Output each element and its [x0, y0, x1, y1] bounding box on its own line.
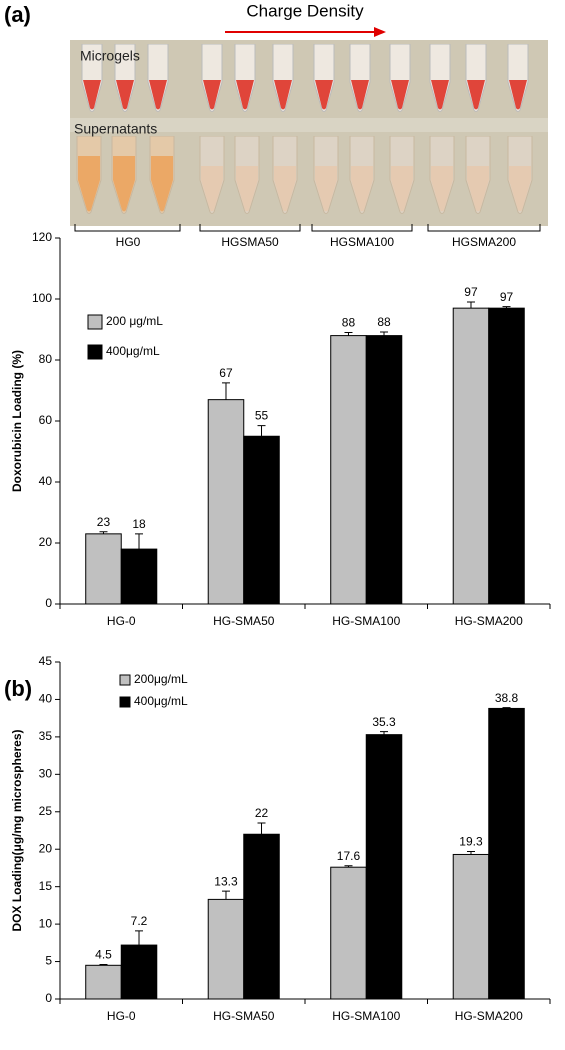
x-tick-label: HG-SMA50 [213, 614, 275, 628]
legend-swatch [87, 344, 103, 360]
bar [243, 435, 280, 605]
arrow-label: Charge Density [246, 1, 364, 20]
error-bar [344, 865, 353, 868]
y-tick-label: 20 [39, 841, 53, 855]
value-label: 18 [132, 517, 146, 531]
value-label: 4.5 [95, 948, 112, 962]
y-tick-label: 30 [39, 767, 53, 781]
x-tick-label: HG-SMA100 [332, 614, 400, 628]
error-bar [257, 822, 266, 835]
error-bar [380, 331, 389, 336]
value-label: 97 [464, 285, 478, 299]
error-bar [344, 332, 353, 336]
y-tick-label: 20 [39, 535, 53, 549]
y-tick-label: 60 [39, 413, 53, 427]
value-label: 55 [255, 409, 269, 423]
bar [452, 853, 490, 1000]
y-tick-label: 10 [39, 916, 53, 930]
bar [330, 335, 367, 605]
value-label: 88 [377, 315, 391, 329]
value-label: 97 [500, 290, 514, 304]
bar [488, 307, 525, 605]
y-tick-label: 40 [39, 692, 53, 706]
value-label: 88 [342, 316, 356, 330]
legend-label: 200μg/mL [134, 672, 188, 686]
y-tick-label: 25 [39, 804, 53, 818]
x-tick-label: HG-SMA100 [332, 1009, 400, 1023]
value-label: 23 [97, 515, 111, 529]
value-label: 67 [219, 366, 233, 380]
error-bar [466, 850, 475, 855]
y-tick-label: 15 [39, 879, 53, 893]
arrow-head [374, 27, 386, 37]
value-label: 13.3 [214, 874, 238, 888]
bar [330, 866, 367, 1000]
legend-swatch [119, 696, 131, 708]
error-bar [466, 301, 475, 309]
group-label: HGSMA50 [221, 235, 279, 249]
error-bar [221, 890, 230, 900]
group-label: HGSMA100 [330, 235, 394, 249]
bar [85, 964, 122, 1000]
bar [488, 707, 525, 1000]
y-axis-title: Doxorubicin Loading (%) [10, 350, 24, 492]
legend-label: 400μg/mL [106, 344, 160, 358]
bar [452, 307, 490, 605]
error-bar [135, 533, 144, 550]
error-bar [257, 425, 266, 437]
panel-label: (b) [4, 676, 32, 701]
bar [365, 734, 403, 1000]
y-axis-title: DOX Loading(μg/mg microspheres) [10, 729, 24, 931]
x-tick-label: HG-SMA50 [213, 1009, 275, 1023]
bar [120, 944, 158, 1000]
x-tick-label: HG-SMA200 [455, 614, 523, 628]
y-tick-label: 35 [39, 729, 53, 743]
y-tick-label: 40 [39, 474, 53, 488]
value-label: 38.8 [495, 691, 519, 705]
bar [243, 833, 280, 1000]
value-label: 19.3 [459, 835, 483, 849]
y-tick-label: 0 [45, 991, 52, 1005]
x-tick-label: HG-SMA200 [455, 1009, 523, 1023]
error-bar [380, 731, 389, 735]
y-tick-label: 80 [39, 352, 53, 366]
error-bar [502, 707, 511, 709]
y-tick-label: 5 [45, 954, 52, 968]
error-bar [99, 964, 108, 966]
error-bar [221, 382, 230, 400]
y-tick-label: 120 [32, 230, 52, 244]
value-label: 22 [255, 806, 269, 820]
y-tick-label: 45 [39, 654, 53, 668]
photo [70, 40, 548, 226]
bar [85, 533, 122, 605]
panel-label: (a) [4, 2, 31, 27]
legend-label: 200 μg/mL [106, 314, 163, 328]
legend-swatch [119, 674, 131, 686]
x-tick-label: HG-0 [107, 1009, 136, 1023]
x-tick-label: HG-0 [107, 614, 136, 628]
error-bar [99, 531, 108, 534]
value-label: 17.6 [337, 849, 361, 863]
error-bar [135, 930, 144, 946]
row-label: Supernatants [74, 121, 157, 137]
legend-label: 400μg/mL [134, 694, 188, 708]
group-label: HG0 [116, 235, 141, 249]
value-label: 7.2 [131, 914, 148, 928]
bar [207, 898, 245, 1000]
group-label: HGSMA200 [452, 235, 516, 249]
error-bar [502, 306, 511, 309]
bar [120, 548, 158, 605]
bar [207, 399, 245, 605]
brackets [74, 224, 541, 232]
value-label: 35.3 [372, 715, 396, 729]
legend-swatch [87, 314, 103, 330]
bar [365, 335, 403, 605]
y-tick-label: 0 [45, 596, 52, 610]
y-tick-label: 100 [32, 291, 52, 305]
row-label: Microgels [80, 48, 140, 64]
